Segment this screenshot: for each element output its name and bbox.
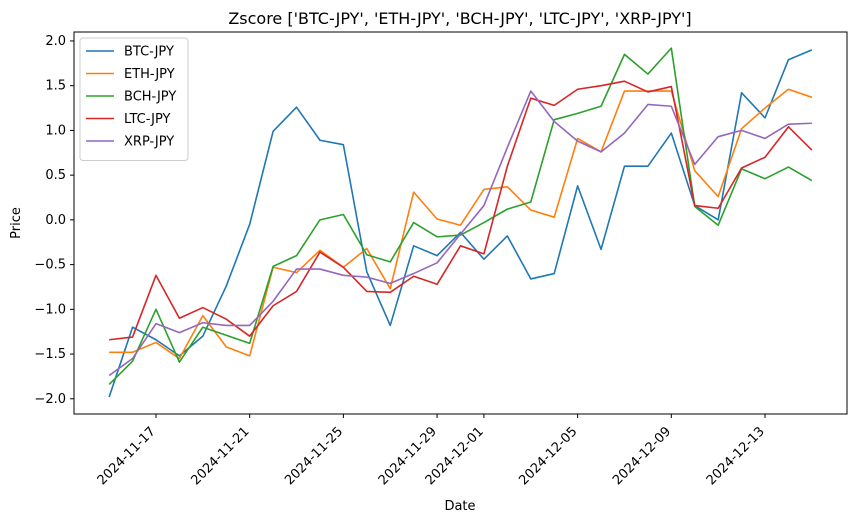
y-tick-label: 0.5 bbox=[45, 168, 66, 183]
plot-area bbox=[108, 47, 813, 398]
y-axis-label: Price bbox=[9, 207, 24, 239]
legend-label: LTC-JPY bbox=[124, 112, 171, 127]
legend: BTC-JPY ETH-JPY BCH-JPY LTC-JPY XRP-JPY bbox=[79, 37, 189, 161]
legend-label: XRP-JPY bbox=[124, 135, 174, 150]
y-tick-label: 1.0 bbox=[45, 123, 66, 138]
chart-title: Zscore ['BTC-JPY', 'ETH-JPY', 'BCH-JPY',… bbox=[228, 9, 691, 28]
y-tick-label: −0.5 bbox=[34, 258, 66, 273]
plot-frame bbox=[73, 31, 848, 415]
y-tick-label: −2.0 bbox=[34, 392, 66, 407]
legend-label: ETH-JPY bbox=[124, 67, 175, 82]
y-tick-label: −1.5 bbox=[34, 347, 66, 362]
legend-box bbox=[79, 37, 189, 161]
legend-label: BTC-JPY bbox=[124, 45, 174, 60]
legend-label: BCH-JPY bbox=[124, 90, 176, 105]
series-line-ltc-jpy bbox=[109, 80, 813, 341]
x-axis-label: Date bbox=[444, 499, 475, 514]
y-tick-label: 0.0 bbox=[45, 213, 66, 228]
y-tick-label: 2.0 bbox=[45, 34, 66, 49]
y-tick-label: −1.0 bbox=[34, 302, 66, 317]
series-line-eth-jpy bbox=[109, 88, 813, 360]
series-line-xrp-jpy bbox=[108, 90, 812, 377]
y-tick-label: 1.5 bbox=[45, 79, 66, 94]
